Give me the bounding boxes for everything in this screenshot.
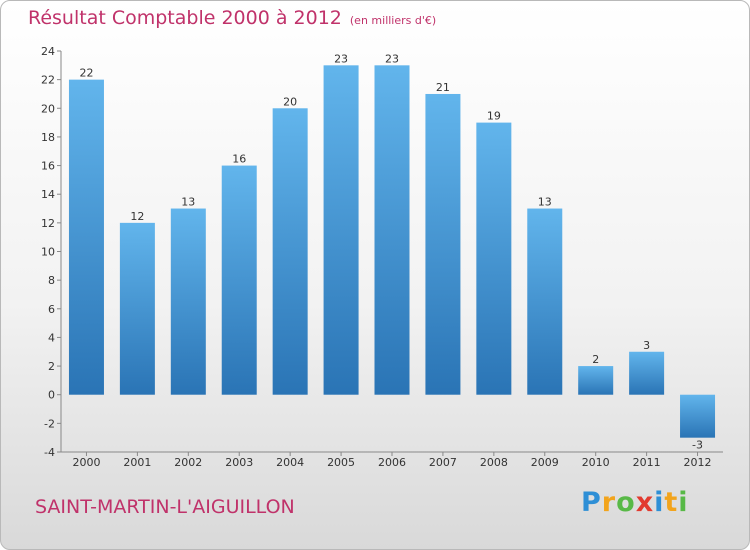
proxiti-logo: Proxiti <box>581 487 689 518</box>
bar <box>476 122 512 395</box>
bar-value-label: 20 <box>283 95 297 108</box>
x-tick-label: 2011 <box>633 456 661 469</box>
x-tick-label: 2002 <box>174 456 202 469</box>
y-tick-label: 8 <box>48 274 55 287</box>
bar-value-label: 21 <box>436 81 450 94</box>
x-tick-label: 2001 <box>123 456 151 469</box>
commune-name: SAINT-MARTIN-L'AIGUILLON <box>35 496 295 518</box>
x-tick-label: 2005 <box>327 456 355 469</box>
bar <box>221 165 257 395</box>
bar-value-label: 23 <box>385 52 399 65</box>
bar <box>527 208 563 395</box>
bar <box>170 208 206 395</box>
bar-value-label: 19 <box>487 110 501 123</box>
x-tick-label: 2000 <box>72 456 100 469</box>
y-tick-label: 20 <box>41 102 55 115</box>
bar-value-label: 22 <box>79 67 93 80</box>
bar <box>680 394 716 438</box>
bar-value-label: 3 <box>643 339 650 352</box>
y-tick-label: 4 <box>48 331 55 344</box>
y-tick-label: 2 <box>48 360 55 373</box>
x-tick-label: 2008 <box>480 456 508 469</box>
chart-title-main: Résultat Comptable 2000 à 2012 <box>28 7 342 29</box>
bar <box>578 366 614 395</box>
logo-letter: i <box>678 487 689 518</box>
bar <box>119 222 155 395</box>
chart-title: Résultat Comptable 2000 à 2012 (en millie… <box>28 7 436 29</box>
logo-letter: t <box>664 487 679 518</box>
y-tick-label: 10 <box>41 246 55 259</box>
bar <box>68 79 104 395</box>
y-tick-label: -4 <box>44 446 55 459</box>
bar-value-label: 13 <box>181 196 195 209</box>
bar <box>323 65 359 395</box>
y-tick-label: 14 <box>41 188 55 201</box>
x-tick-label: 2006 <box>378 456 406 469</box>
y-tick-label: 22 <box>41 74 55 87</box>
bar-value-label: 12 <box>130 210 144 223</box>
logo-letter: r <box>601 487 617 518</box>
bar-value-label: -3 <box>692 439 703 452</box>
bar <box>272 108 308 395</box>
y-tick-label: -2 <box>44 417 55 430</box>
logo-letter: i <box>654 487 665 518</box>
y-tick-label: 0 <box>48 389 55 402</box>
bar <box>629 351 665 395</box>
x-tick-label: 2009 <box>531 456 559 469</box>
x-tick-label: 2007 <box>429 456 457 469</box>
y-tick-label: 12 <box>41 217 55 230</box>
logo-letter: P <box>581 487 602 518</box>
x-tick-label: 2010 <box>582 456 610 469</box>
y-tick-label: 6 <box>48 303 55 316</box>
y-tick-label: 24 <box>41 45 55 58</box>
bar-value-label: 13 <box>538 196 552 209</box>
y-tick-label: 16 <box>41 160 55 173</box>
logo-letter: o <box>616 487 636 518</box>
y-tick-label: 18 <box>41 131 55 144</box>
x-tick-label: 2003 <box>225 456 253 469</box>
x-tick-label: 2004 <box>276 456 304 469</box>
x-tick-label: 2012 <box>684 456 712 469</box>
logo-letter: x <box>635 487 655 518</box>
bar-value-label: 2 <box>592 353 599 366</box>
bar <box>425 93 461 395</box>
bar <box>374 65 410 395</box>
chart-title-unit: (en milliers d'€) <box>349 14 437 27</box>
bar-value-label: 16 <box>232 153 246 166</box>
bar-value-label: 23 <box>334 52 348 65</box>
